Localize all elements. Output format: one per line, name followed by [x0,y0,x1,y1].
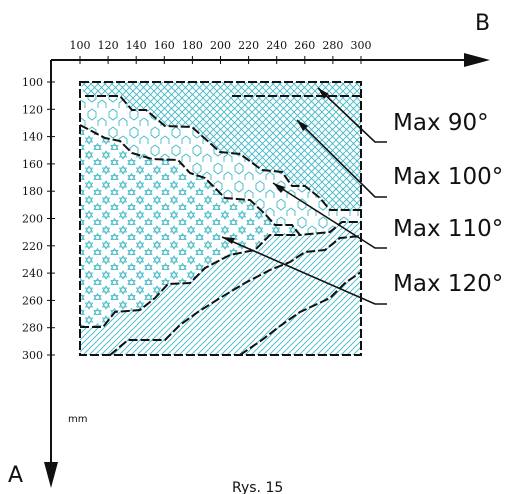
left-tick-label: 220 [22,240,43,253]
zone-max-90-fill [80,82,361,210]
left-tick-label: 140 [22,131,43,144]
horizontal-axis-arrow [464,53,490,67]
tick-marks [47,56,362,356]
region-outline [79,81,362,356]
leader-arrowheads [222,88,329,244]
boundary-120-lower [239,271,362,356]
left-tick-label: 260 [22,294,43,307]
top-tick-label: 140 [126,39,147,52]
left-tick-label: 200 [22,213,43,226]
zone-max-100-fill [80,82,361,235]
arrowhead-max-90 [318,88,329,99]
top-tick-label: 120 [98,39,119,52]
axes: B A [8,11,490,488]
left-tick-label: 120 [22,103,43,116]
left-tick-label: 300 [22,349,43,362]
top-tick-label: 240 [266,39,287,52]
top-tick-label: 260 [294,39,315,52]
leader-max-100 [296,119,387,198]
left-tick-label: 280 [22,322,43,335]
arrowhead-max-110 [273,183,285,193]
zone-boundaries [79,81,362,356]
top-tick-label: 160 [154,39,175,52]
zone-label-max-120: Max 120° [393,271,503,297]
left-tick-labels: 100 120 140 160 180 200 220 240 260 280 300 [22,76,43,362]
leader-max-120 [221,236,387,305]
top-tick-label: 280 [322,39,343,52]
arrowhead-max-100 [297,120,308,131]
left-tick-label: 160 [22,158,43,171]
boundary-90-100 [85,95,361,211]
unit-label: mm [68,414,87,425]
boundary-110-120 [80,234,300,328]
boundary-100-110 [79,124,361,237]
left-tick-label: 240 [22,267,43,280]
vertical-axis-arrow [44,462,58,488]
zone-label-max-100: Max 100° [393,164,503,190]
leader-max-110 [272,182,387,249]
zone-label-max-110: Max 110° [393,216,503,242]
axis-letter-b: B [475,11,490,36]
top-tick-label: 300 [351,39,372,52]
axis-letter-a: A [8,463,23,488]
arrowhead-max-120 [222,237,235,244]
zone-label-max-90: Max 90° [393,110,489,136]
left-tick-label: 180 [22,185,43,198]
left-tick-label: 100 [22,76,43,89]
leader-max-90 [317,87,387,143]
leader-lines [221,87,387,305]
figure-caption: Rys. 15 [232,480,283,494]
zone-max-110-fill [80,125,300,327]
top-tick-label: 220 [238,39,259,52]
top-tick-labels: 100 120 140 160 180 200 220 240 260 280 300 [70,39,372,52]
zone-fills [80,82,361,355]
top-tick-label: 200 [210,39,231,52]
top-tick-label: 100 [70,39,91,52]
top-tick-label: 180 [182,39,203,52]
boundary-120-inner [109,235,362,356]
